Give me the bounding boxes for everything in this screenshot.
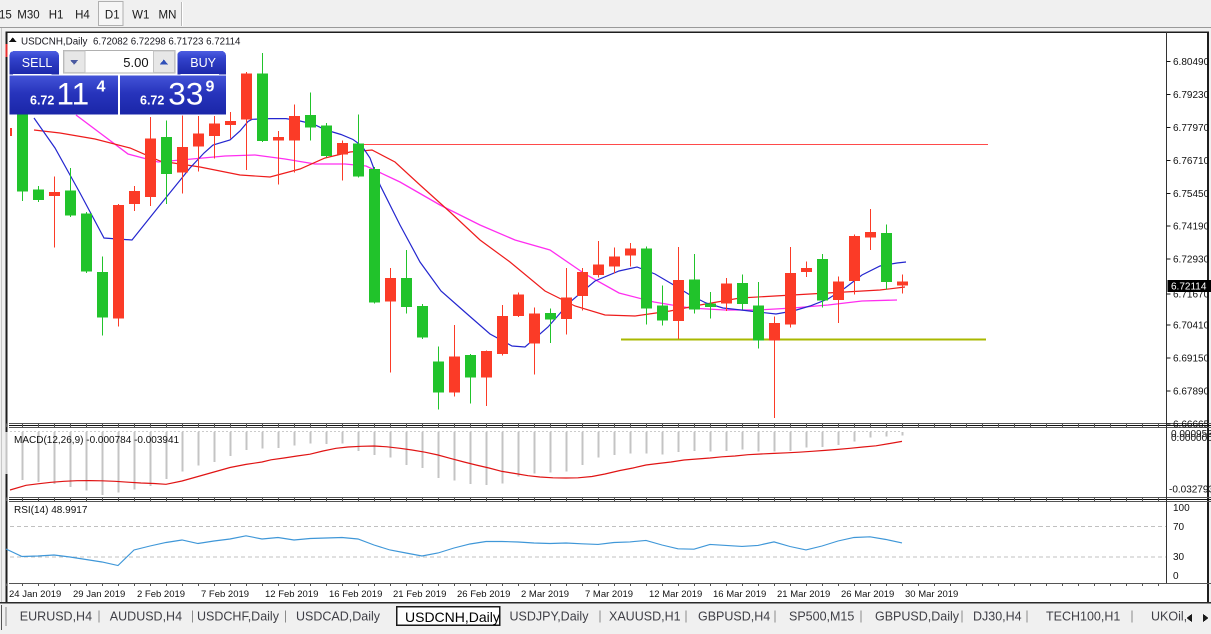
svg-text:6.66665: 6.66665 — [1173, 420, 1210, 431]
svg-text:4: 4 — [97, 79, 106, 96]
svg-text:USDCNH,Daily: USDCNH,Daily — [405, 609, 500, 625]
svg-text:SELL: SELL — [22, 56, 53, 70]
svg-text:7 Feb 2019: 7 Feb 2019 — [201, 589, 249, 600]
svg-text:GBPUSD,H4: GBPUSD,H4 — [698, 610, 770, 624]
svg-text:TECH100,H1: TECH100,H1 — [1046, 610, 1120, 624]
svg-text:29 Jan 2019: 29 Jan 2019 — [73, 589, 125, 600]
svg-text:6.76710: 6.76710 — [1173, 156, 1210, 167]
svg-text:6.69150: 6.69150 — [1173, 354, 1210, 365]
svg-text:MACD(12,26,9) -0.000784 -0.003: MACD(12,26,9) -0.000784 -0.003941 — [14, 435, 180, 446]
svg-text:5.00: 5.00 — [123, 55, 148, 70]
svg-text:0: 0 — [1173, 571, 1179, 582]
svg-text:26 Feb 2019: 26 Feb 2019 — [457, 589, 510, 600]
svg-text:USDCHF,Daily: USDCHF,Daily — [197, 610, 280, 624]
svg-text:12 Mar 2019: 12 Mar 2019 — [649, 589, 702, 600]
svg-text:AUDUSD,H4: AUDUSD,H4 — [110, 610, 182, 624]
svg-text:6.70410: 6.70410 — [1173, 321, 1210, 332]
svg-text:MN: MN — [159, 10, 177, 22]
svg-text:EURUSD,H4: EURUSD,H4 — [20, 610, 92, 624]
svg-text:70: 70 — [1173, 522, 1185, 533]
svg-text:0.000000: 0.000000 — [1171, 433, 1211, 444]
svg-text:7 Mar 2019: 7 Mar 2019 — [585, 589, 633, 600]
svg-text:GBPUSD,Daily: GBPUSD,Daily — [875, 610, 960, 624]
svg-text:6.77970: 6.77970 — [1173, 123, 1210, 134]
svg-text:BUY: BUY — [190, 56, 216, 70]
svg-text:XAUUSD,H1: XAUUSD,H1 — [609, 610, 681, 624]
svg-text:USDCNH,Daily: USDCNH,Daily — [21, 37, 88, 48]
svg-text:-0.032793: -0.032793 — [1169, 485, 1211, 496]
svg-text:12 Feb 2019: 12 Feb 2019 — [265, 589, 318, 600]
svg-text:RSI(14) 48.9917: RSI(14) 48.9917 — [14, 505, 88, 516]
svg-text:D1: D1 — [105, 10, 120, 22]
svg-text:M30: M30 — [17, 10, 39, 22]
svg-text:6.72: 6.72 — [30, 94, 54, 108]
svg-text:2 Mar 2019: 2 Mar 2019 — [521, 589, 569, 600]
svg-text:30: 30 — [1173, 552, 1185, 563]
svg-text:6.72: 6.72 — [140, 94, 164, 108]
svg-text:16 Feb 2019: 16 Feb 2019 — [329, 589, 382, 600]
svg-text:DJ30,H4: DJ30,H4 — [973, 610, 1022, 624]
svg-text:W1: W1 — [132, 10, 149, 22]
svg-text:2 Feb 2019: 2 Feb 2019 — [137, 589, 185, 600]
svg-text:H4: H4 — [75, 10, 90, 22]
svg-text:11: 11 — [57, 76, 90, 112]
svg-text:6.75450: 6.75450 — [1173, 189, 1210, 200]
svg-text:6.72114: 6.72114 — [1171, 282, 1207, 293]
svg-text:33: 33 — [168, 76, 203, 112]
svg-text:0.000953: 0.000953 — [1171, 429, 1211, 440]
svg-text:UKOil,: UKOil, — [1151, 610, 1187, 624]
svg-text:24 Jan 2019: 24 Jan 2019 — [9, 589, 61, 600]
svg-text:26 Mar 2019: 26 Mar 2019 — [841, 589, 894, 600]
svg-text:6.71670: 6.71670 — [1173, 290, 1210, 301]
svg-text:15: 15 — [0, 10, 12, 22]
svg-text:6.74190: 6.74190 — [1173, 222, 1210, 233]
svg-text:21 Feb 2019: 21 Feb 2019 — [393, 589, 446, 600]
svg-text:9: 9 — [206, 79, 215, 96]
svg-text:6.67890: 6.67890 — [1173, 387, 1210, 398]
svg-text:6.72930: 6.72930 — [1173, 255, 1210, 266]
svg-text:6.72082 6.72298 6.71723 6.7211: 6.72082 6.72298 6.71723 6.72114 — [93, 37, 241, 48]
svg-text:30 Mar 2019: 30 Mar 2019 — [905, 589, 958, 600]
svg-text:6.80490: 6.80490 — [1173, 57, 1210, 68]
svg-text:SP500,M15: SP500,M15 — [789, 610, 854, 624]
svg-text:USDCAD,Daily: USDCAD,Daily — [296, 610, 381, 624]
svg-text:H1: H1 — [49, 10, 64, 22]
svg-text:21 Mar 2019: 21 Mar 2019 — [777, 589, 830, 600]
svg-text:6.79230: 6.79230 — [1173, 90, 1210, 101]
svg-text:16 Mar 2019: 16 Mar 2019 — [713, 589, 766, 600]
svg-text:USDJPY,Daily: USDJPY,Daily — [510, 610, 590, 624]
svg-text:100: 100 — [1173, 503, 1190, 514]
